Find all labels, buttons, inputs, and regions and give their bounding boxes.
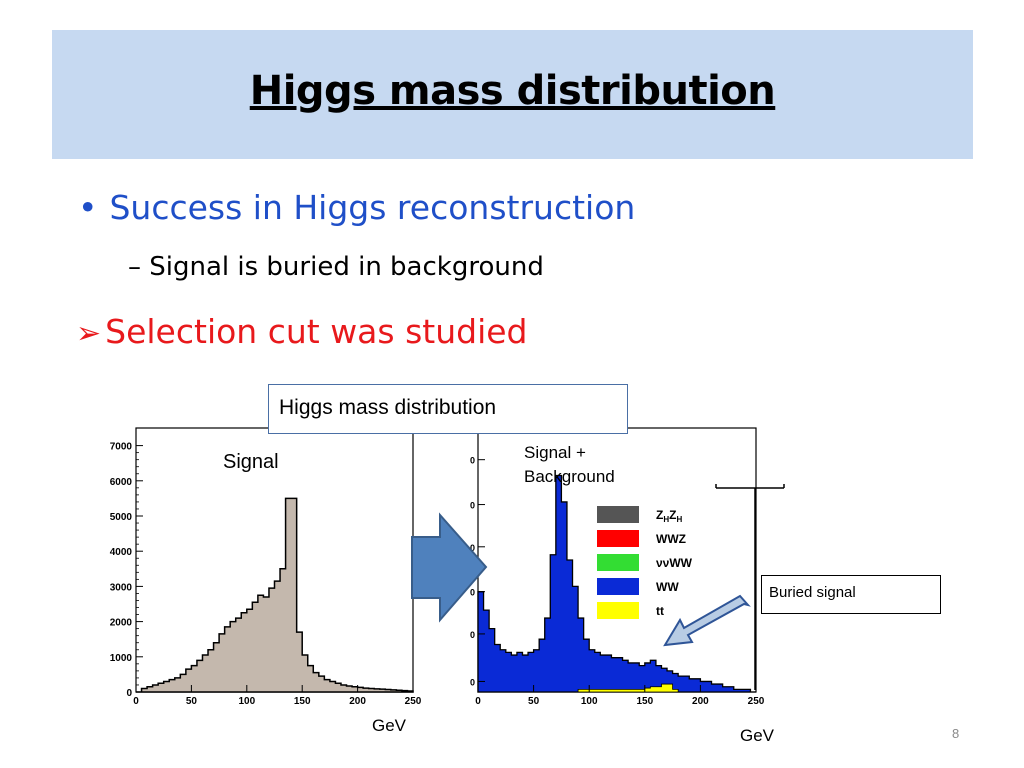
x-tick-label: 0 xyxy=(475,696,481,707)
y-tick-label: 1000 xyxy=(110,653,133,664)
y-tick-label: 6000 xyxy=(110,477,133,488)
right-arrow-icon: ➢ xyxy=(76,316,102,351)
x-tick-label: 200 xyxy=(692,696,709,707)
x-tick-label: 100 xyxy=(238,696,255,707)
y-tick-label: 3000 xyxy=(110,582,133,593)
legend-swatch xyxy=(597,506,639,523)
x-tick-label: 250 xyxy=(748,696,765,707)
buried-signal-arrow-icon xyxy=(663,594,751,647)
legend-swatch xyxy=(597,578,639,595)
bullet-success: • Success in Higgs reconstruction xyxy=(78,188,635,227)
x-tick-label: 150 xyxy=(636,696,653,707)
x-axis-label-left: GeV xyxy=(372,716,407,735)
left-histogram: 0 1000 2000 3000 4000 5000 6000 7000 0 50 100 150 20… xyxy=(110,427,422,707)
bullet-dot-icon: • xyxy=(78,188,98,227)
x-tick-label: 100 xyxy=(581,696,598,707)
sub-bullet-signal-buried: – Signal is buried in background xyxy=(128,252,544,282)
y-tick-label: 0 xyxy=(126,688,132,699)
right-chart-label-2: Background xyxy=(524,467,615,486)
y-tick-label: 0 xyxy=(470,630,475,640)
legend-label: WWZ xyxy=(656,532,686,546)
big-arrow-icon xyxy=(411,512,488,623)
slide-title: Higgs mass distribution xyxy=(249,68,776,114)
legend-label: WW xyxy=(656,580,679,594)
x-tick-label: 150 xyxy=(294,696,311,707)
x-tick-label: 50 xyxy=(186,696,198,707)
figure-title-box: Higgs mass distribution xyxy=(268,384,628,434)
figure-title: Higgs mass distribution xyxy=(279,396,497,419)
x-tick-label: 250 xyxy=(405,696,422,707)
tt-histogram-bars xyxy=(478,683,756,693)
page-number: 8 xyxy=(952,726,960,741)
y-tick-label: 0 xyxy=(470,501,475,511)
y-tick-label: 2000 xyxy=(110,618,133,629)
legend-swatch xyxy=(597,530,639,547)
x-tick-label: 200 xyxy=(349,696,366,707)
legend-label: ZHZH xyxy=(656,508,682,524)
buried-signal-box: Buried signal xyxy=(761,575,941,614)
x-tick-label: 0 xyxy=(133,696,139,707)
bullet-selection-cut: ➢ Selection cut was studied xyxy=(76,312,528,351)
y-tick-label: 0 xyxy=(470,677,475,687)
left-chart-label: Signal xyxy=(223,451,279,473)
legend-swatch xyxy=(597,554,639,571)
x-axis-label-right: GeV xyxy=(740,726,775,745)
bullet-selection-cut-text: Selection cut was studied xyxy=(105,312,528,351)
right-chart-label-1: Signal + xyxy=(524,443,586,462)
y-tick-label: 4000 xyxy=(110,547,133,558)
y-tick-label: 0 xyxy=(470,588,475,598)
legend-label: tt xyxy=(656,604,664,618)
x-tick-label: 50 xyxy=(528,696,540,707)
y-tick-label: 5000 xyxy=(110,512,133,523)
signal-histogram-bars xyxy=(136,497,414,693)
y-tick-label: 0 xyxy=(470,543,475,553)
legend-swatch xyxy=(597,602,639,619)
legend-label: ννWW xyxy=(656,556,693,570)
legend: ZHZH WWZ ννWW WW tt xyxy=(597,506,693,619)
title-bar: Higgs mass distribution xyxy=(52,30,973,159)
axis-bracket xyxy=(715,484,785,690)
y-tick-label: 0 xyxy=(470,456,475,466)
bullet-success-text: Success in Higgs reconstruction xyxy=(109,188,636,227)
ww-histogram-bars xyxy=(477,474,756,693)
y-tick-label: 7000 xyxy=(110,442,133,453)
buried-signal-label: Buried signal xyxy=(769,584,856,601)
